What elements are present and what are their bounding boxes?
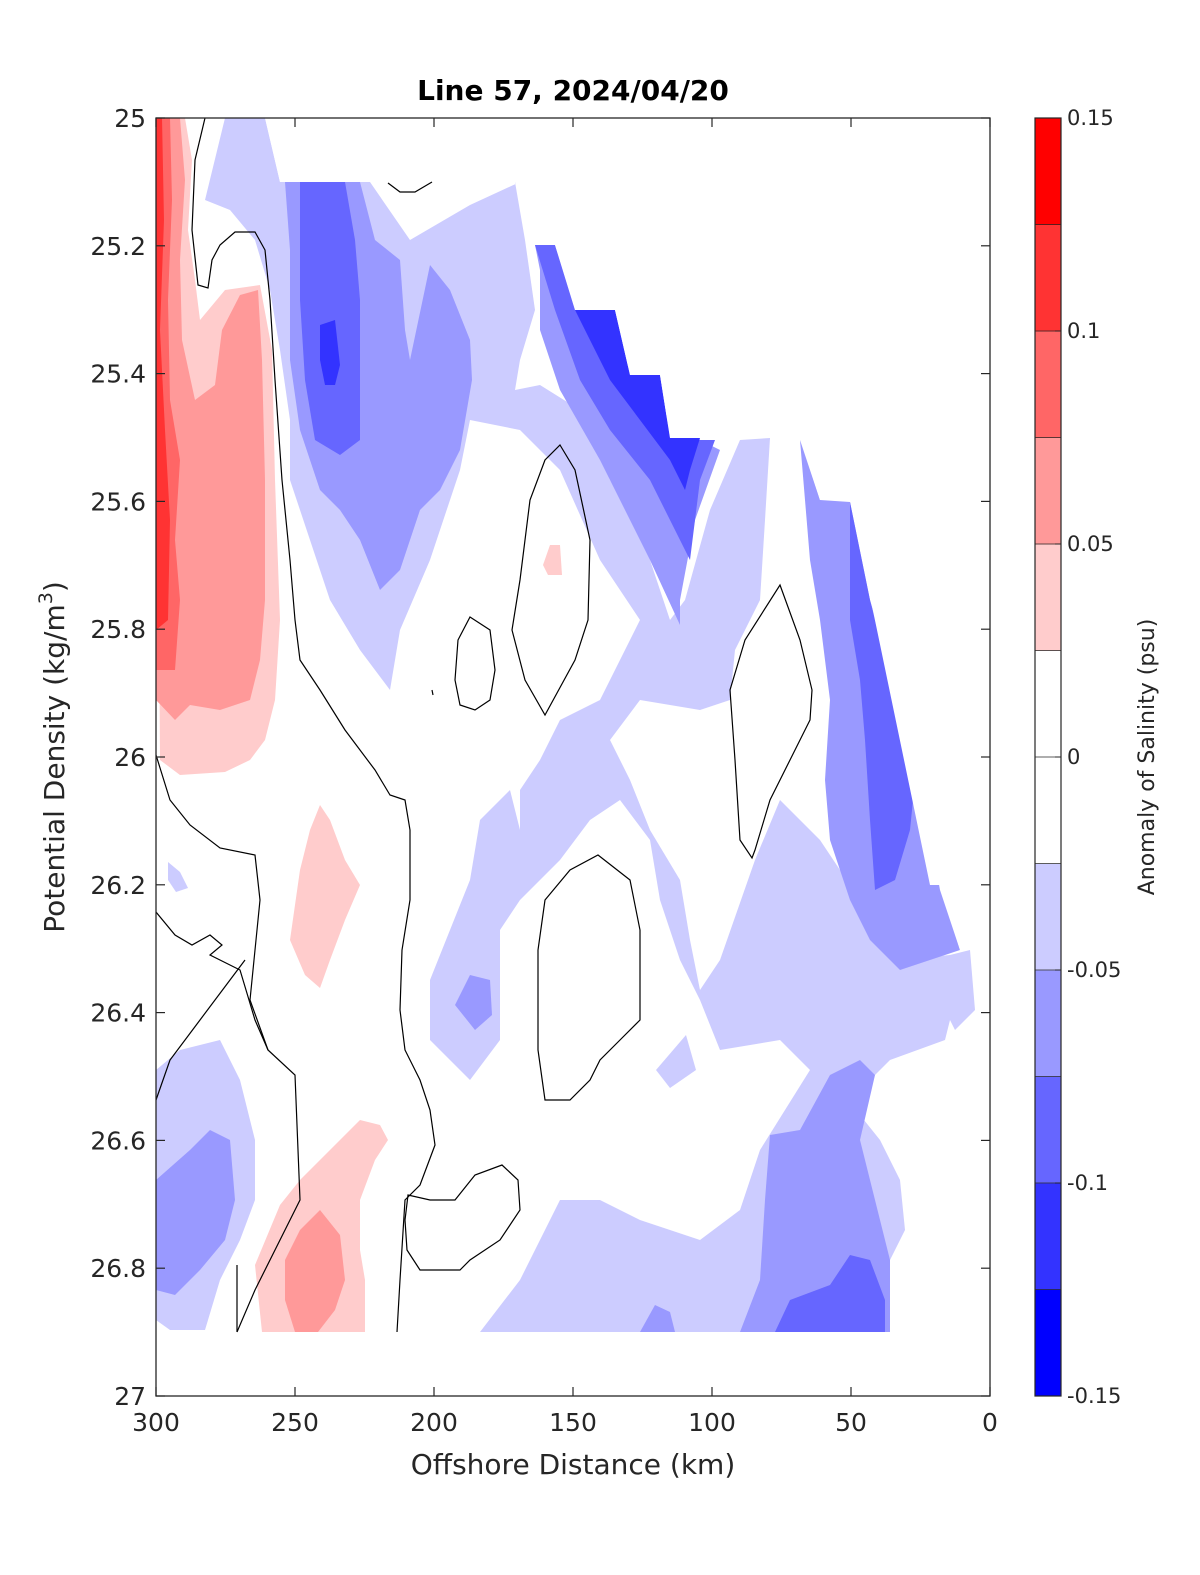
y-axis-label-close: ) bbox=[38, 581, 71, 592]
colorbar-tick-label: 0.15 bbox=[1067, 106, 1114, 130]
colorbar-bin bbox=[1035, 1076, 1061, 1184]
no-data-mask bbox=[265, 118, 990, 950]
colorbar-bin bbox=[1035, 970, 1061, 1077]
colorbar-bin bbox=[1035, 331, 1061, 438]
colorbar-tick-label: 0.1 bbox=[1067, 319, 1100, 343]
contour-region bbox=[285, 1210, 345, 1332]
contour-region bbox=[850, 502, 915, 890]
zero-contour-lines bbox=[156, 118, 813, 1333]
colorbar-bin bbox=[1035, 437, 1061, 545]
colorbar-bin bbox=[1035, 224, 1061, 332]
contour-region bbox=[300, 182, 360, 455]
x-tick-label: 50 bbox=[835, 1408, 867, 1437]
colorbar-tick-label: 0.05 bbox=[1067, 532, 1114, 556]
colorbar-tick-label: -0.1 bbox=[1067, 1171, 1108, 1195]
colorbar-tick-label: -0.05 bbox=[1067, 958, 1121, 982]
y-tick-label: 25.6 bbox=[90, 487, 146, 516]
x-axis: 300 250 200 150 100 50 0 bbox=[132, 118, 998, 1437]
x-tick-label: 150 bbox=[549, 1408, 597, 1437]
contour-region bbox=[575, 310, 700, 490]
colorbar: 0.15 0.1 0.05 0 -0.05 -0.1 -0.15 bbox=[1034, 106, 1121, 1408]
y-tick-label: 26.4 bbox=[90, 999, 146, 1028]
contour-region bbox=[168, 862, 188, 892]
y-tick-label: 26 bbox=[114, 743, 146, 772]
contour-region bbox=[156, 118, 265, 720]
colorbar-bin bbox=[1035, 863, 1061, 971]
x-tick-label: 250 bbox=[271, 1408, 319, 1437]
colorbar-bin bbox=[1035, 1183, 1061, 1290]
colorbar-tick-label: -0.15 bbox=[1067, 1384, 1121, 1408]
y-tick-label: 26.6 bbox=[90, 1126, 146, 1155]
colorbar-bin bbox=[1035, 544, 1061, 651]
contour-region bbox=[775, 1255, 885, 1332]
colorbar-label: Anomaly of Salinity (psu) bbox=[1135, 619, 1160, 896]
no-data-mask bbox=[156, 1332, 990, 1396]
y-axis: 25 25.2 25.4 25.6 25.8 26 26.2 26.4 26.6 26.8 27 bbox=[90, 104, 990, 1411]
y-tick-label: 27 bbox=[114, 1382, 146, 1411]
y-axis-label-main: Potential Density (kg/m bbox=[38, 604, 71, 933]
x-axis-label: Offshore Distance (km) bbox=[411, 1448, 736, 1481]
y-tick-label: 26.8 bbox=[90, 1254, 146, 1283]
y-axis-label-superscript: 3 bbox=[35, 592, 57, 604]
contour-region bbox=[535, 245, 715, 560]
x-tick-label: 100 bbox=[688, 1408, 736, 1437]
x-tick-label: 0 bbox=[982, 1408, 998, 1437]
y-tick-label: 26.2 bbox=[90, 871, 146, 900]
contour-region bbox=[290, 805, 360, 988]
chart-title: Line 57, 2024/04/20 bbox=[417, 74, 729, 107]
no-data-mask bbox=[950, 945, 990, 1340]
contour-region bbox=[320, 320, 340, 385]
contour-region bbox=[543, 545, 562, 575]
colorbar-bin bbox=[1035, 650, 1061, 758]
y-tick-label: 25.2 bbox=[90, 232, 146, 261]
colorbar-bin bbox=[1035, 757, 1061, 864]
contour-region bbox=[640, 1305, 675, 1332]
contour-fill-layer bbox=[156, 118, 990, 1396]
y-axis-label: Potential Density (kg/m3) bbox=[35, 581, 71, 933]
contour-region bbox=[156, 1130, 235, 1295]
colorbar-bin bbox=[1035, 118, 1061, 225]
contour-region bbox=[455, 975, 492, 1030]
x-tick-label: 200 bbox=[410, 1408, 458, 1437]
colorbar-tick-label: 0 bbox=[1067, 745, 1080, 769]
plot-area: 300 250 200 150 100 50 0 2525.225.425.625.8262… bbox=[90, 104, 998, 1437]
y-tick-label: 25 bbox=[114, 104, 146, 133]
y-tick-label: 25.8 bbox=[90, 615, 146, 644]
x-tick-label: 300 bbox=[132, 1408, 180, 1437]
y-tick-label: 25.4 bbox=[90, 360, 146, 389]
contour-region bbox=[656, 1035, 696, 1088]
colorbar-bin bbox=[1035, 1289, 1061, 1397]
